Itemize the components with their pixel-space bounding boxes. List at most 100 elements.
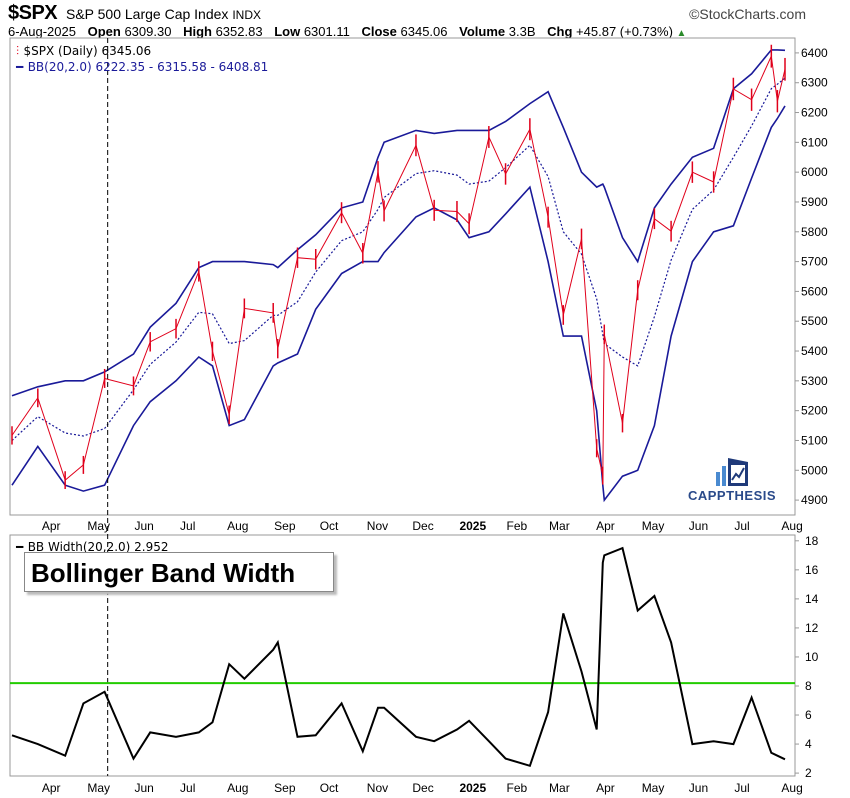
bbw-line [11,546,786,768]
price-line [11,54,786,481]
chg-value: +45.87 (+0.73%) [576,24,673,39]
month-label: Apr [596,519,615,533]
month-label: Aug [781,781,802,795]
y-tick-label: 6300 [801,76,828,90]
month-label: Jul [734,781,749,795]
month-label: May [642,781,665,795]
bbw-panel-frame [9,534,796,777]
y-tick-label: 6400 [801,46,828,60]
close-label: Close [361,24,397,39]
logo: CAPPTHESIS [684,456,780,503]
month-label: Jun [134,519,153,533]
y-tick-label: 10 [805,650,819,664]
open-label: Open [87,24,121,39]
y-tick-label: 14 [805,592,819,606]
quote-date: 6-Aug-2025 [8,24,76,39]
month-label: Aug [227,519,248,533]
month-label: Jun [689,519,708,533]
y-tick-label: 5500 [801,314,828,328]
y-tick-label: 6100 [801,135,828,149]
month-label: Sep [274,781,296,795]
y-tick-label: 4900 [801,493,828,507]
y-tick-label: 18 [805,534,819,548]
month-label: Jul [734,519,749,533]
y-tick-label: 5600 [801,284,828,298]
y-tick-label: 5300 [801,374,828,388]
security-name: S&P 500 Large Cap Index INDX [66,6,261,22]
logo-text: CAPPTHESIS [687,488,777,503]
logo-chart-icon [716,458,748,486]
up-arrow-icon: ▲ [676,28,687,39]
y-tick-label: 5000 [801,463,828,477]
month-label: Jun [689,781,708,795]
y-tick-label: 5100 [801,433,828,447]
exchange: INDX [232,8,261,22]
bbw-legend-text: BB Width(20,2.0) 2.952 [27,540,169,554]
line-swatch-icon: ━ [16,540,24,554]
month-label: Mar [549,519,570,533]
chg-label: Chg [547,24,573,39]
month-label: 2025 [459,519,486,533]
month-label: Feb [507,781,528,795]
line-swatch-icon: ━ [16,60,24,74]
month-label: Jul [180,781,195,795]
y-tick-label: 5200 [801,404,828,418]
month-label: Apr [42,781,61,795]
month-label: Nov [367,519,388,533]
high-label: High [183,24,212,39]
annotation-box: Bollinger Band Width [24,552,334,592]
source-credit: ©StockCharts.com [689,6,806,22]
month-label: 2025 [459,781,486,795]
month-label: Apr [596,781,615,795]
y-tick-label: 2 [805,766,812,780]
y-tick-label: 5700 [801,255,828,269]
y-tick-label: 5400 [801,344,828,358]
bbw-legend: ━ BB Width(20,2.0) 2.952 [16,538,169,556]
month-label: Oct [320,781,339,795]
month-label: Jul [180,519,195,533]
price-bars-icon: ⫶ [16,44,20,58]
y-tick-label: 5900 [801,195,828,209]
price-legend-text: $SPX (Daily) 6345.06 [23,44,152,58]
bb-legend: ━ BB(20,2.0) 6222.35 - 6315.58 - 6408.81 [16,58,268,76]
month-label: Oct [320,519,339,533]
low-value: 6301.11 [303,24,350,39]
low-label: Low [274,24,301,39]
bb-legend-text: BB(20,2.0) 6222.35 - 6315.58 - 6408.81 [27,60,269,74]
bb-lower-line [11,105,786,503]
y-tick-label: 6000 [801,165,828,179]
price-legend: ⫶ $SPX (Daily) 6345.06 [16,42,151,60]
month-label: Mar [549,781,570,795]
month-label: Apr [42,519,61,533]
y-tick-label: 6 [805,708,812,722]
y-tick-label: 12 [805,621,819,635]
quote-bar: 6-Aug-2025 Open 6309.30 High 6352.83 Low… [8,24,686,39]
high-value: 6352.83 [215,24,263,39]
month-label: Sep [274,519,296,533]
y-tick-label: 6200 [801,106,828,120]
month-label: May [87,781,110,795]
month-label: Nov [367,781,388,795]
month-label: May [87,519,110,533]
month-label: Aug [781,519,802,533]
month-label: Dec [412,781,433,795]
volume-value: 3.3B [508,24,536,39]
close-value: 6345.06 [400,24,448,39]
month-label: Jun [134,781,153,795]
volume-label: Volume [459,24,506,39]
month-label: Dec [412,519,433,533]
security-name-text: S&P 500 Large Cap Index [66,6,229,22]
y-tick-label: 5800 [801,225,828,239]
month-label: May [642,519,665,533]
bb-middle-line [11,77,786,441]
month-label: Aug [227,781,248,795]
bb-upper-line [11,49,786,397]
price-panel-frame [9,37,796,516]
symbol: $SPX [8,2,58,24]
open-value: 6309.30 [124,24,172,39]
y-tick-label: 4 [805,737,812,751]
y-tick-label: 16 [805,563,819,577]
y-tick-label: 8 [805,679,812,693]
month-label: Feb [507,519,528,533]
